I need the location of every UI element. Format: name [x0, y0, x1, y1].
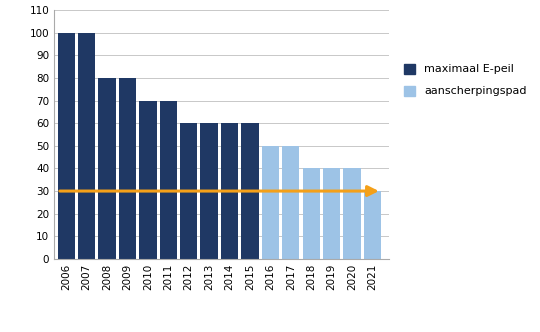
Bar — [180, 123, 198, 259]
Bar — [139, 101, 157, 259]
Bar — [282, 146, 300, 259]
Bar — [262, 146, 279, 259]
Bar — [58, 33, 75, 259]
Bar — [200, 123, 218, 259]
Bar — [343, 168, 361, 259]
Bar — [323, 168, 340, 259]
Bar — [160, 101, 177, 259]
Bar — [119, 78, 136, 259]
Bar — [98, 78, 116, 259]
Bar — [241, 123, 259, 259]
Bar — [221, 123, 238, 259]
Bar — [302, 168, 320, 259]
Legend: maximaal E-peil, aanscherpingspad: maximaal E-peil, aanscherpingspad — [401, 60, 530, 100]
Bar — [364, 191, 381, 259]
Bar — [78, 33, 96, 259]
